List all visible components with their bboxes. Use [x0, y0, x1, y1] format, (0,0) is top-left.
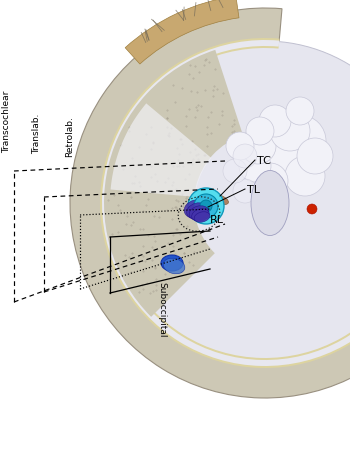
Circle shape: [233, 179, 257, 203]
Polygon shape: [111, 104, 211, 198]
Circle shape: [223, 160, 247, 184]
Ellipse shape: [161, 255, 183, 272]
Circle shape: [258, 140, 302, 184]
Ellipse shape: [192, 209, 209, 222]
Ellipse shape: [187, 203, 208, 220]
Ellipse shape: [208, 194, 229, 205]
Circle shape: [194, 194, 218, 219]
Circle shape: [239, 151, 271, 183]
Text: TC: TC: [257, 156, 271, 166]
Circle shape: [233, 145, 257, 169]
Ellipse shape: [184, 200, 208, 219]
Circle shape: [259, 106, 291, 138]
Circle shape: [103, 42, 350, 365]
Text: TL: TL: [247, 184, 260, 194]
Text: RL: RL: [210, 215, 224, 225]
Circle shape: [240, 129, 276, 165]
Wedge shape: [104, 51, 243, 317]
Circle shape: [200, 201, 212, 212]
Circle shape: [286, 98, 314, 126]
Circle shape: [226, 133, 254, 161]
Wedge shape: [102, 41, 350, 366]
Circle shape: [188, 189, 224, 225]
Circle shape: [297, 139, 333, 175]
Circle shape: [270, 112, 310, 152]
Text: Suboccipital: Suboccipital: [158, 281, 167, 337]
Ellipse shape: [194, 212, 210, 223]
Circle shape: [285, 156, 325, 197]
Wedge shape: [125, 0, 239, 65]
Circle shape: [274, 116, 326, 168]
Text: Translab.: Translab.: [33, 114, 42, 154]
Wedge shape: [100, 39, 350, 368]
Circle shape: [307, 205, 317, 215]
Text: Transcochlear: Transcochlear: [2, 91, 12, 153]
Circle shape: [252, 164, 288, 199]
Ellipse shape: [251, 171, 289, 236]
Ellipse shape: [163, 258, 185, 274]
Wedge shape: [70, 9, 350, 398]
Text: Retrolab.: Retrolab.: [65, 116, 75, 157]
Circle shape: [246, 118, 274, 146]
Ellipse shape: [189, 206, 209, 221]
